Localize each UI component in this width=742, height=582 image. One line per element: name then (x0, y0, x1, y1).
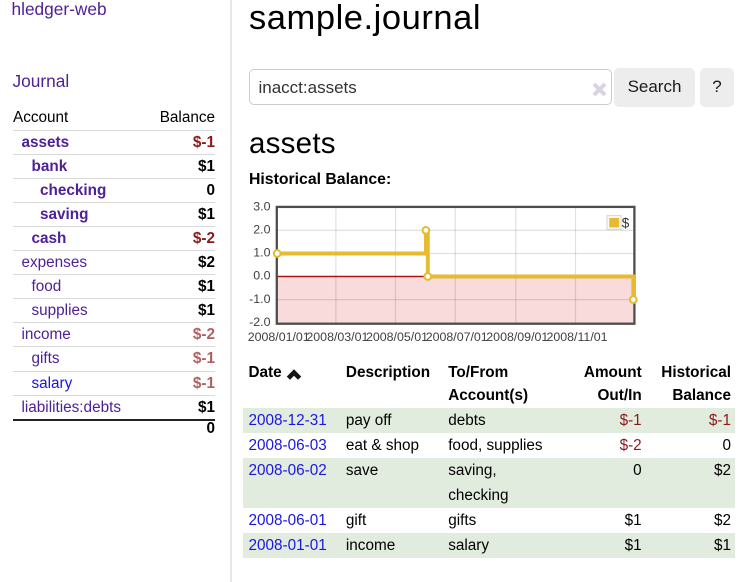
svg-text:1.0: 1.0 (253, 246, 270, 260)
svg-text:0.0: 0.0 (253, 269, 270, 283)
svg-text:2008/01/01: 2008/01/01 (248, 330, 310, 344)
svg-text:$: $ (622, 215, 630, 230)
svg-text:2008/09/01: 2008/09/01 (486, 330, 548, 344)
svg-text:2008/03/01: 2008/03/01 (306, 330, 368, 344)
svg-text:2008/11/01: 2008/11/01 (546, 330, 607, 344)
svg-text:-1.0: -1.0 (249, 292, 270, 306)
svg-text:2008/07/01: 2008/07/01 (426, 330, 488, 344)
svg-text:2008/05/01: 2008/05/01 (366, 330, 428, 344)
svg-text:3.0: 3.0 (253, 200, 270, 214)
svg-text:2.0: 2.0 (253, 223, 270, 237)
svg-text:-2.0: -2.0 (249, 315, 270, 329)
